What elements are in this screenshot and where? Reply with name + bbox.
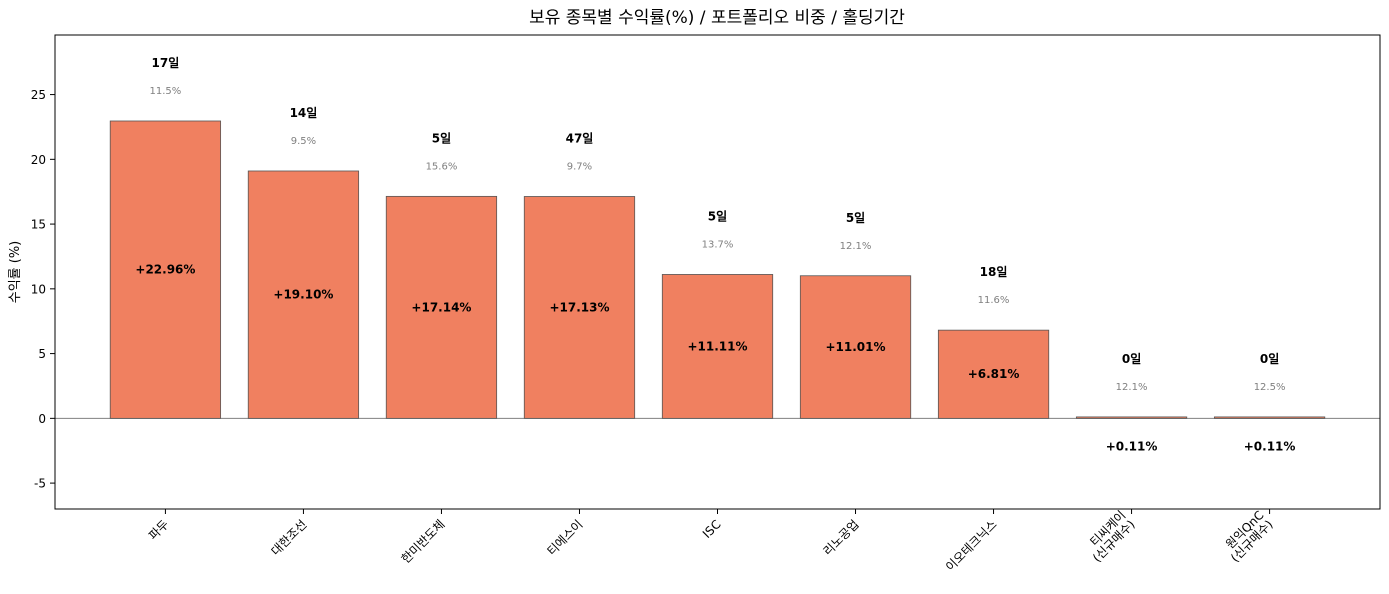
- x-tick-label: 대한조선: [268, 517, 309, 558]
- chart-title: 보유 종목별 수익률(%) / 포트폴리오 비중 / 홀딩기간: [529, 8, 905, 28]
- weight-label: 9.5%: [291, 136, 316, 147]
- weight-label: 9.7%: [567, 161, 592, 172]
- x-tick-label: 티에스이: [544, 517, 585, 558]
- weight-label: 12.5%: [1254, 382, 1286, 393]
- weight-label: 13.7%: [702, 239, 734, 250]
- holding-days-label: 0일: [1260, 352, 1279, 366]
- bar: [1213, 416, 1326, 419]
- weight-label: 11.6%: [978, 295, 1010, 306]
- x-tick-label: 원익QnC(신규매수): [1219, 508, 1276, 565]
- holding-days-label: 18일: [980, 265, 1008, 279]
- holding-days-label: 47일: [566, 131, 594, 145]
- bar: [109, 120, 222, 419]
- value-label: +11.11%: [687, 339, 747, 353]
- x-tick-label: ISC: [700, 517, 724, 541]
- bar: [799, 275, 912, 419]
- x-tick-label: 리노공업: [821, 517, 862, 558]
- bar: [247, 170, 360, 419]
- weight-label: 15.6%: [426, 161, 458, 172]
- bar: [385, 195, 498, 419]
- holding-days-label: 5일: [708, 209, 727, 223]
- value-label: +6.81%: [968, 367, 1020, 381]
- bar: [937, 329, 1050, 419]
- value-label: +0.11%: [1106, 439, 1158, 453]
- plot-frame: [54, 34, 1381, 510]
- value-label: +11.01%: [825, 340, 885, 354]
- y-tick-label: 0: [38, 412, 46, 426]
- x-tick-label: 한미반도체: [399, 517, 448, 566]
- holding-days-label: 17일: [152, 56, 180, 70]
- weight-label: 12.1%: [840, 241, 872, 252]
- weight-label: 12.1%: [1116, 382, 1148, 393]
- value-label: +0.11%: [1244, 439, 1296, 453]
- weight-label: 11.5%: [150, 86, 182, 97]
- value-label: +17.13%: [549, 300, 609, 314]
- value-label: +22.96%: [135, 263, 195, 277]
- holding-days-label: 5일: [432, 131, 451, 145]
- bar: [523, 196, 636, 419]
- y-axis-label: 수익률 (%): [8, 241, 23, 304]
- bar: [661, 274, 774, 419]
- y-tick-label: 25: [31, 88, 46, 102]
- x-tick-label: 티씨케이(신규매수): [1081, 508, 1138, 565]
- holding-days-label: 5일: [846, 211, 865, 225]
- value-label: +19.10%: [273, 288, 333, 302]
- bar: [1075, 416, 1188, 419]
- y-tick-label: 20: [31, 153, 46, 167]
- x-tick-label: 파두: [146, 517, 172, 543]
- x-tick-label: 이오테크닉스: [943, 517, 1000, 574]
- holding-days-label: 14일: [290, 106, 318, 120]
- y-tick-label: -5: [34, 477, 46, 491]
- y-tick-label: 5: [38, 347, 46, 361]
- holding-days-label: 0일: [1122, 352, 1141, 366]
- value-label: +17.14%: [411, 300, 471, 314]
- y-tick-label: 15: [31, 218, 46, 232]
- y-tick-label: 10: [31, 282, 46, 296]
